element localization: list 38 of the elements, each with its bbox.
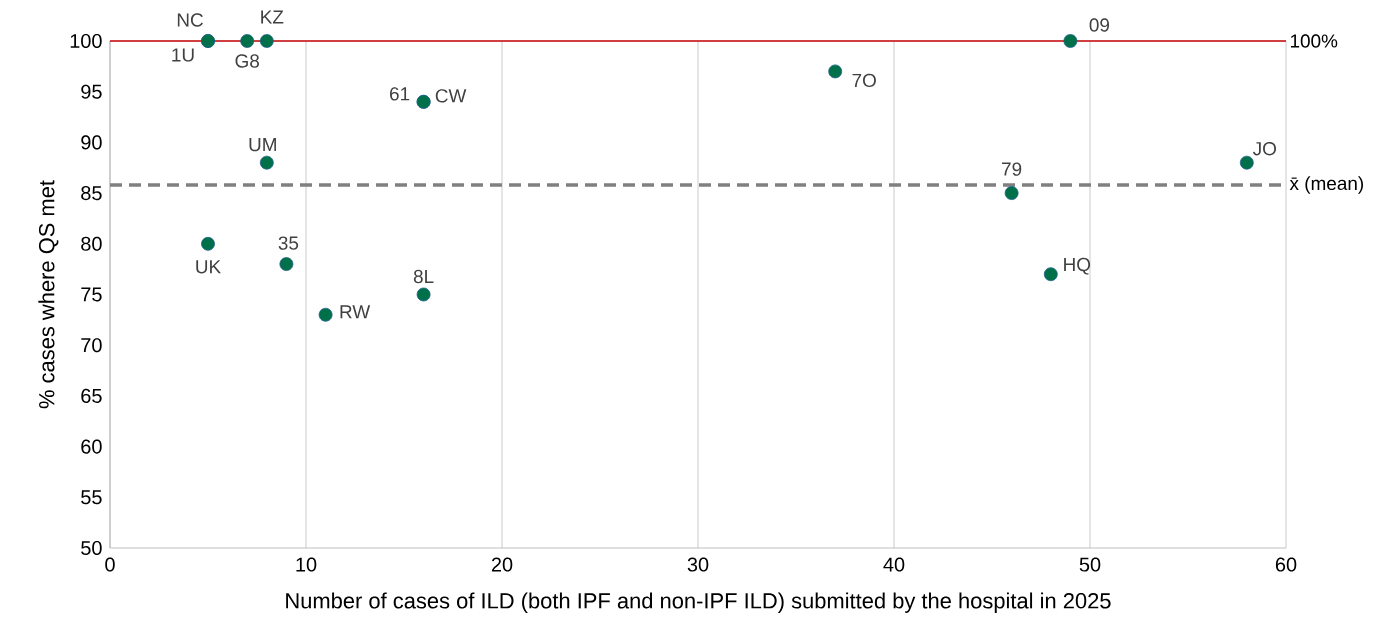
y-axis-title: % cases where QS met: [38, 180, 59, 409]
y-tick-label: 70: [81, 338, 102, 353]
y-tick-label: 100: [70, 33, 102, 49]
y-tick-label: 50: [81, 540, 102, 556]
annotation: UK: [196, 260, 221, 274]
y-tick-label: 60: [81, 439, 102, 454]
y-tick-label: 90: [81, 135, 102, 150]
y-tick-label: 75: [81, 287, 102, 302]
annotation: 1U: [172, 48, 194, 62]
ref-line-label: 100%: [1290, 34, 1338, 48]
annotation: 35: [278, 236, 299, 250]
annotation: 8L: [413, 269, 434, 284]
y-tick-label: 85: [81, 186, 102, 201]
annotation: G8: [235, 54, 259, 68]
y-tick-label: 55: [81, 490, 102, 505]
x-tick-label: 50: [1079, 557, 1101, 572]
y-tick-label: 65: [81, 388, 102, 403]
y-tick-label: 80: [81, 236, 102, 251]
x-tick-label: 0: [105, 557, 115, 572]
annotation: HQ: [1064, 257, 1091, 275]
x-tick-label: 60: [1275, 557, 1297, 572]
annotation: 61: [390, 87, 410, 101]
annotation: 09: [1089, 18, 1110, 32]
annotation: JO: [1253, 141, 1276, 156]
annotation: UM: [249, 138, 276, 152]
x-axis-title: Number of cases of ILD (both IPF and non-IPF ILD) submitted by the hospital in 2025: [286, 592, 1111, 613]
annotation: KZ: [261, 10, 284, 24]
annotation: 79: [1002, 162, 1022, 176]
annotation: 7O: [852, 73, 876, 88]
annotation: NC: [177, 13, 203, 27]
y-tick-label: 95: [81, 84, 102, 99]
x-tick-label: 30: [687, 557, 709, 572]
x-tick-label: 20: [491, 557, 513, 572]
x-tick-label: 10: [296, 557, 317, 572]
annotation: CW: [435, 89, 467, 103]
annotation: RW: [340, 305, 371, 319]
x-tick-label: 40: [883, 557, 905, 572]
ref-line-label: x̄ (mean): [1289, 176, 1364, 194]
